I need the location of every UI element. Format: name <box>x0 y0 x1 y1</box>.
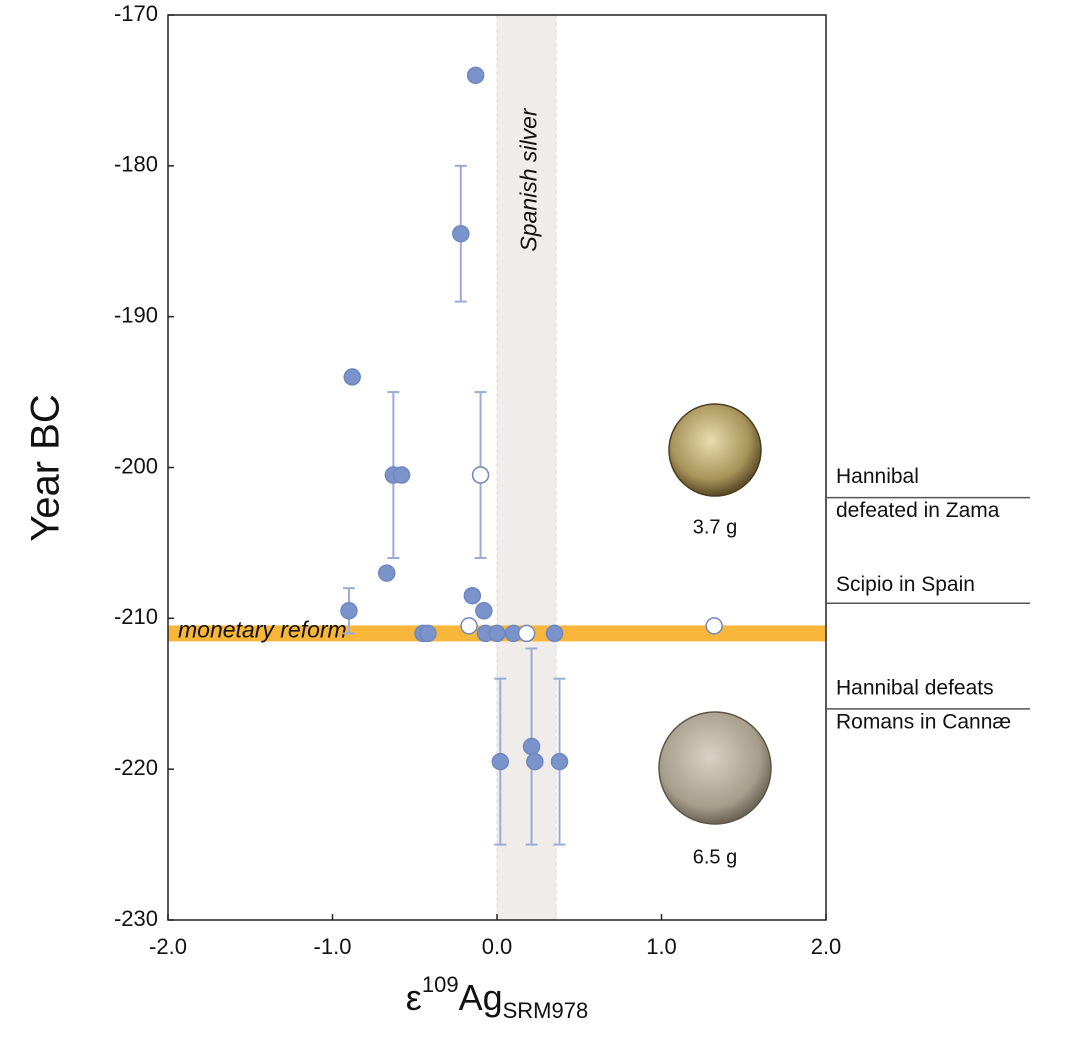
x-label-sup: 109 <box>422 972 459 997</box>
data-point <box>550 752 569 771</box>
y-axis-label: Year BC <box>24 394 68 542</box>
x-tick-label: -1.0 <box>314 934 352 959</box>
data-point <box>475 602 493 620</box>
y-tick-label: -230 <box>114 906 158 931</box>
data-point <box>705 617 723 635</box>
y-tick-label: -190 <box>114 302 158 327</box>
event-label: Hannibal defeats <box>836 676 994 699</box>
data-point <box>460 617 478 635</box>
marks <box>340 66 723 846</box>
y-tick-label: -200 <box>114 453 158 478</box>
data-point <box>471 466 490 484</box>
data-point <box>491 752 510 771</box>
x-tick-label: 2.0 <box>811 934 842 959</box>
y-tick-label: -210 <box>114 604 158 629</box>
data-point <box>517 624 536 643</box>
x-label-sub: SRM978 <box>503 998 589 1023</box>
band-label: Spanish silver <box>516 107 542 252</box>
x-label-main: Ag <box>459 977 503 1018</box>
data-point <box>488 624 506 643</box>
data-point <box>545 624 564 643</box>
coin-label: 6.5 g <box>693 846 737 868</box>
spanish-band <box>497 15 557 920</box>
data-point <box>526 752 544 771</box>
data-point <box>466 66 485 85</box>
bands: Spanish silver monetary reform <box>168 15 826 920</box>
data-point <box>419 624 437 643</box>
data-point <box>392 466 411 484</box>
event-label: Hannibal <box>836 465 919 488</box>
coin-image <box>658 711 772 825</box>
data-point <box>522 737 541 756</box>
x-label-base: ε <box>406 977 422 1018</box>
coin-label: 3.7 g <box>693 516 737 538</box>
event-label: Scipio in Spain <box>836 573 975 596</box>
x-tick-label: -2.0 <box>149 934 187 959</box>
data-point <box>343 368 361 386</box>
event-label: Romans in Cannæ <box>836 710 1011 733</box>
coin-image <box>668 403 762 497</box>
data-point <box>463 586 482 605</box>
y-tick-label: -180 <box>114 152 158 177</box>
x-tick-label: 0.0 <box>482 934 513 959</box>
event-label: defeated in Zama <box>836 499 1000 522</box>
y-tick-label: -220 <box>114 755 158 780</box>
data-point <box>340 602 358 620</box>
x-axis-label: ε109AgSRM978 <box>406 972 588 1023</box>
data-point <box>452 224 470 243</box>
y-tick-label: -170 <box>114 1 158 26</box>
band-label: monetary reform <box>178 616 347 642</box>
data-point <box>378 564 396 582</box>
x-tick-label: 1.0 <box>646 934 677 959</box>
